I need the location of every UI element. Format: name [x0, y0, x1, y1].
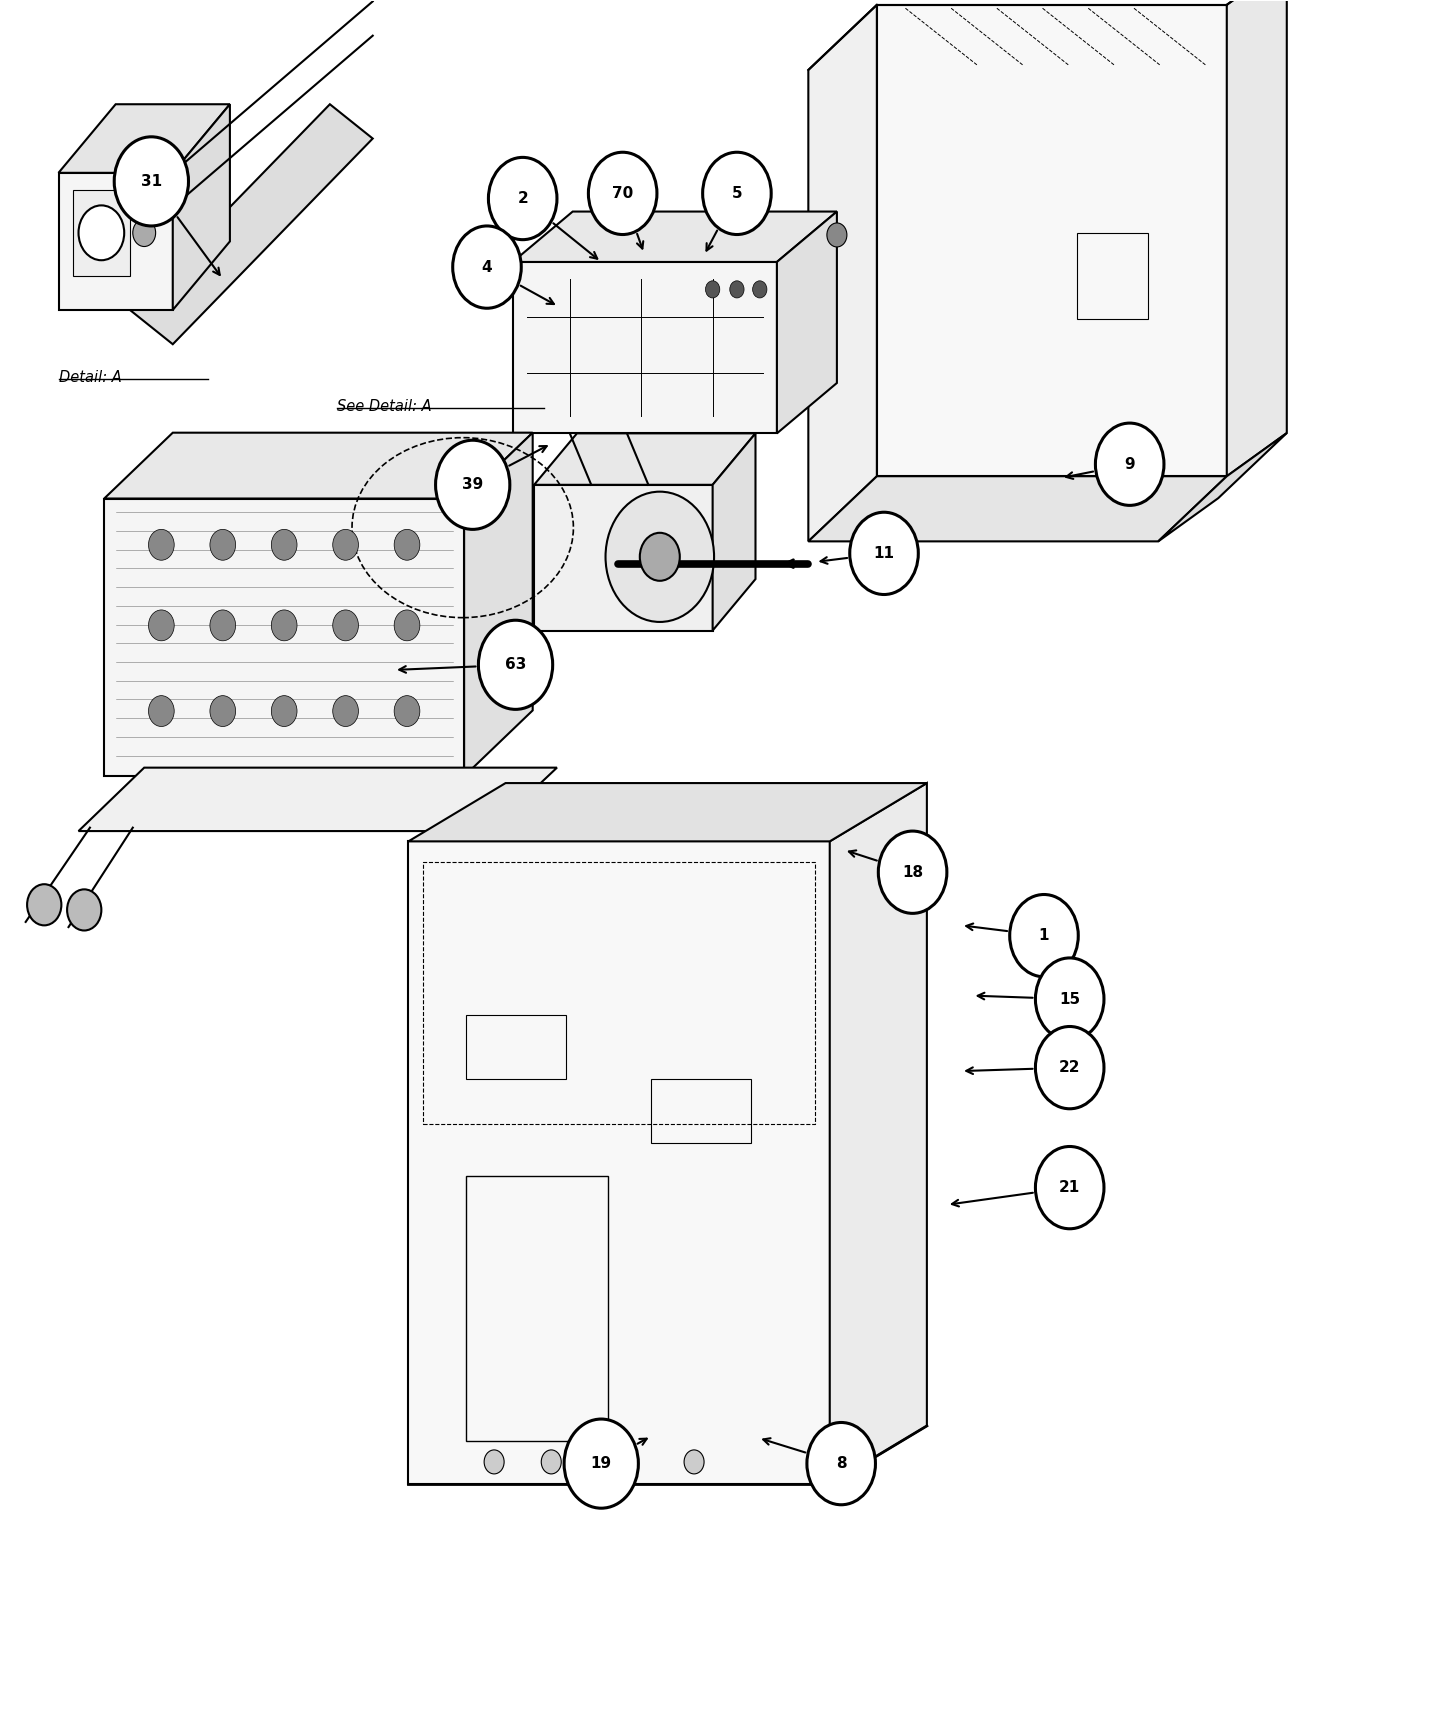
Circle shape [149, 529, 175, 560]
Circle shape [435, 440, 509, 529]
Circle shape [79, 206, 124, 261]
Circle shape [210, 610, 236, 640]
Circle shape [67, 889, 102, 931]
Text: 18: 18 [902, 865, 923, 879]
Polygon shape [534, 484, 713, 630]
Circle shape [684, 1449, 704, 1473]
Circle shape [394, 529, 419, 560]
Text: 70: 70 [612, 185, 634, 201]
Circle shape [210, 529, 236, 560]
Text: 11: 11 [873, 546, 894, 561]
Circle shape [605, 491, 714, 622]
Polygon shape [130, 105, 372, 343]
Circle shape [640, 532, 680, 580]
Circle shape [1036, 1027, 1103, 1109]
Text: 63: 63 [505, 658, 527, 673]
Circle shape [705, 282, 720, 299]
Circle shape [879, 831, 947, 913]
Circle shape [210, 695, 236, 726]
Circle shape [272, 610, 298, 640]
Polygon shape [79, 767, 557, 831]
Polygon shape [1158, 433, 1286, 541]
Circle shape [27, 884, 62, 925]
Text: 4: 4 [482, 259, 492, 275]
Text: 9: 9 [1125, 457, 1135, 472]
Text: 2: 2 [518, 191, 528, 206]
Circle shape [272, 695, 298, 726]
Circle shape [1036, 958, 1103, 1041]
Circle shape [827, 223, 847, 247]
Circle shape [114, 137, 189, 227]
Text: See Detail: A: See Detail: A [338, 398, 432, 414]
Polygon shape [59, 105, 230, 173]
Circle shape [564, 1418, 638, 1508]
Circle shape [452, 227, 521, 309]
Circle shape [149, 695, 175, 726]
Polygon shape [73, 191, 130, 276]
Text: 21: 21 [1059, 1180, 1080, 1195]
Polygon shape [830, 783, 927, 1483]
Polygon shape [713, 433, 756, 630]
Polygon shape [534, 433, 756, 484]
Circle shape [807, 1422, 876, 1504]
Circle shape [1036, 1147, 1103, 1229]
Circle shape [488, 158, 557, 240]
Polygon shape [408, 841, 830, 1483]
Polygon shape [1226, 0, 1286, 476]
Polygon shape [877, 5, 1226, 476]
Circle shape [478, 620, 552, 709]
Polygon shape [408, 783, 927, 841]
Circle shape [541, 1449, 561, 1473]
Text: 5: 5 [731, 185, 743, 201]
Circle shape [850, 512, 919, 594]
Circle shape [703, 153, 771, 235]
Circle shape [272, 529, 298, 560]
Polygon shape [777, 211, 837, 433]
Polygon shape [104, 433, 532, 498]
Polygon shape [59, 173, 173, 311]
Polygon shape [464, 433, 532, 776]
Polygon shape [809, 5, 877, 541]
Circle shape [394, 610, 419, 640]
Circle shape [1095, 422, 1163, 505]
Polygon shape [809, 476, 1226, 541]
Circle shape [484, 1449, 504, 1473]
Circle shape [333, 610, 358, 640]
Polygon shape [512, 263, 777, 433]
Circle shape [1010, 895, 1079, 977]
Polygon shape [104, 498, 464, 776]
Text: 31: 31 [140, 173, 162, 189]
Circle shape [598, 1449, 618, 1473]
Text: 22: 22 [1059, 1059, 1080, 1075]
Circle shape [333, 695, 358, 726]
Circle shape [730, 282, 744, 299]
Text: 15: 15 [1059, 991, 1080, 1006]
Circle shape [753, 282, 767, 299]
Polygon shape [173, 105, 230, 311]
Text: 8: 8 [836, 1456, 847, 1471]
Circle shape [394, 695, 419, 726]
Circle shape [588, 153, 657, 235]
Text: 19: 19 [591, 1456, 612, 1471]
Circle shape [149, 610, 175, 640]
Circle shape [133, 220, 156, 247]
Text: 39: 39 [462, 477, 484, 493]
Text: Detail: A: Detail: A [59, 369, 122, 385]
Polygon shape [512, 211, 837, 263]
Circle shape [333, 529, 358, 560]
Text: 1: 1 [1039, 929, 1049, 943]
